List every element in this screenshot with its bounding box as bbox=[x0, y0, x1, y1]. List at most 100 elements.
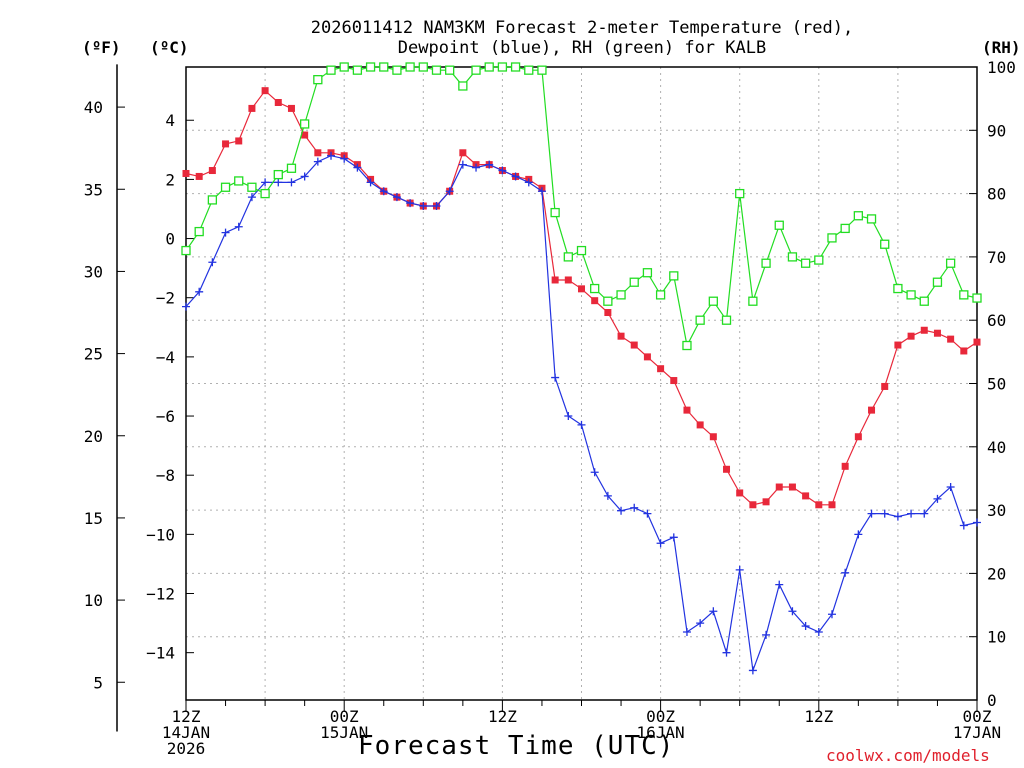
rh-point bbox=[510, 62, 521, 72]
rh-point bbox=[405, 62, 415, 72]
rh-point bbox=[220, 182, 231, 192]
dewpoint-point bbox=[287, 178, 296, 187]
temperature-point bbox=[235, 137, 243, 145]
rh-tick-label: 90 bbox=[987, 121, 1006, 140]
temperature-point bbox=[683, 406, 691, 414]
dewpoint-point bbox=[762, 630, 771, 639]
gridlines bbox=[186, 67, 977, 700]
fahrenheit-tick-label: 35 bbox=[84, 180, 103, 199]
dewpoint-point bbox=[814, 627, 823, 636]
dewpoint-point bbox=[406, 199, 415, 208]
rh-point bbox=[445, 65, 455, 75]
dewpoint-point bbox=[893, 512, 902, 521]
rh-point bbox=[616, 290, 626, 300]
temperature-point bbox=[261, 87, 269, 95]
temperature-point bbox=[709, 433, 717, 441]
temperature-point bbox=[551, 276, 559, 284]
temperature-point bbox=[828, 501, 836, 509]
rh-tick-label: 100 bbox=[987, 58, 1016, 77]
rh-point bbox=[181, 245, 191, 256]
rh-point bbox=[260, 188, 270, 199]
temperature-point bbox=[841, 462, 849, 470]
rh-tick-label: 80 bbox=[987, 185, 1006, 204]
rh-point bbox=[655, 290, 666, 300]
x-tick-label: 12Z bbox=[804, 707, 833, 726]
dewpoint-point bbox=[234, 222, 243, 231]
dewpoint-point bbox=[959, 521, 968, 530]
rh-tick-label: 40 bbox=[987, 438, 1006, 457]
dewpoint-point bbox=[445, 187, 454, 196]
rh-point bbox=[800, 258, 811, 268]
credit-text: coolwx.com/models bbox=[826, 746, 990, 765]
rh-point bbox=[207, 195, 218, 205]
dewpoint-point bbox=[472, 163, 481, 172]
rh-point bbox=[339, 62, 349, 72]
temperature-point bbox=[617, 332, 625, 340]
rh-point bbox=[326, 65, 336, 75]
dewpoint-point bbox=[208, 258, 217, 267]
temperature-point bbox=[749, 501, 757, 509]
rh-point bbox=[365, 62, 376, 72]
temperature-point bbox=[723, 465, 731, 473]
rh-point bbox=[814, 255, 824, 265]
x-tick-label: 00Z bbox=[330, 707, 359, 726]
temperature-point bbox=[591, 297, 599, 305]
rh-point bbox=[194, 226, 204, 237]
rh-point bbox=[880, 239, 890, 249]
rh-point bbox=[352, 65, 363, 75]
celsius-axis-unit: (ºC) bbox=[150, 38, 189, 57]
rh-point bbox=[682, 340, 692, 351]
dewpoint-point bbox=[392, 193, 401, 202]
temperature-point bbox=[696, 421, 704, 429]
rh-point bbox=[840, 223, 850, 234]
fahrenheit-tick-label: 20 bbox=[84, 427, 103, 446]
rh-point bbox=[313, 75, 323, 85]
rh-point bbox=[576, 245, 587, 256]
temperature-point bbox=[762, 498, 770, 506]
dewpoint-point bbox=[617, 506, 626, 515]
temperature-point bbox=[314, 149, 322, 157]
rh-tick-label: 60 bbox=[987, 311, 1006, 330]
rh-point bbox=[708, 296, 718, 306]
celsius-tick-label: −8 bbox=[156, 466, 175, 485]
series-rh bbox=[181, 62, 982, 351]
temperature-point bbox=[195, 172, 203, 180]
rh-point bbox=[418, 62, 428, 72]
rh-point bbox=[524, 65, 534, 75]
rh-point bbox=[431, 65, 442, 75]
temperature-point bbox=[920, 326, 928, 334]
rh-point bbox=[537, 65, 547, 75]
rh-axis-unit: (RH) bbox=[982, 38, 1021, 57]
temperature-point bbox=[947, 335, 955, 343]
temperature-point bbox=[459, 149, 467, 157]
fahrenheit-tick-label: 15 bbox=[84, 509, 103, 528]
x-tick-label: 00Z bbox=[646, 707, 675, 726]
x-tick-label: 16JAN bbox=[637, 723, 685, 742]
fahrenheit-tick-label: 25 bbox=[84, 345, 103, 364]
chart-title-line-2: Dewpoint (blue), RH (green) for KALB bbox=[397, 38, 767, 58]
dewpoint-point bbox=[274, 178, 283, 187]
rh-tick-label: 0 bbox=[987, 691, 997, 710]
dewpoint-point bbox=[261, 178, 270, 187]
x-axis-label: Forecast Time (UTC) bbox=[358, 731, 675, 761]
dewpoint-point bbox=[643, 509, 652, 518]
series-dewpoint bbox=[182, 151, 981, 675]
dewpoint-point bbox=[775, 580, 784, 589]
rh-point bbox=[893, 283, 903, 294]
dewpoint-point bbox=[946, 483, 955, 492]
temperature-point bbox=[604, 309, 612, 317]
dewpoint-point bbox=[247, 193, 256, 202]
celsius-tick-label: −12 bbox=[146, 585, 175, 604]
rh-tick-label: 70 bbox=[987, 248, 1006, 267]
rh-point bbox=[629, 277, 639, 287]
rh-point bbox=[590, 283, 600, 294]
dewpoint-point bbox=[630, 503, 639, 512]
rh-point bbox=[497, 62, 508, 72]
dewpoint-point bbox=[841, 568, 850, 577]
dewpoint-point bbox=[907, 509, 916, 518]
dewpoint-point bbox=[485, 160, 494, 169]
dewpoint-point bbox=[379, 187, 388, 196]
temperature-point bbox=[670, 377, 678, 385]
temperature-point bbox=[802, 492, 810, 500]
